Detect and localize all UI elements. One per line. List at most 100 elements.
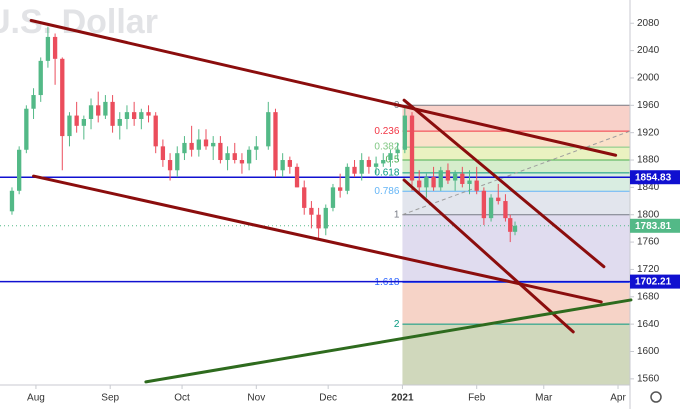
candle-body — [330, 187, 336, 208]
candle-body — [445, 170, 451, 181]
fib-level-label: 0.5 — [386, 155, 400, 166]
candle-body — [153, 115, 158, 147]
y-tick-label: 1680 — [637, 291, 660, 302]
candle-body — [31, 95, 36, 109]
candle-body — [402, 115, 407, 150]
candle-body — [316, 214, 321, 229]
y-tick-label: 1800 — [637, 209, 660, 220]
trend-line — [402, 178, 575, 334]
candle-body — [196, 139, 201, 150]
candle-body — [254, 146, 259, 150]
candle-body — [38, 60, 43, 96]
y-tick-label: 1640 — [637, 319, 660, 330]
price-line-label-box — [630, 170, 680, 185]
last-price-label-box — [630, 218, 680, 233]
fib-level-label: 0.382 — [374, 142, 399, 153]
candle-body — [103, 101, 108, 116]
x-tick-label: Apr — [610, 393, 626, 404]
candle-body — [388, 153, 393, 161]
x-tick-label: Sep — [101, 393, 119, 404]
fib-band — [402, 131, 630, 148]
candle-body — [67, 115, 72, 137]
candle-body — [225, 153, 230, 161]
candle-body — [52, 36, 58, 59]
candle-body — [182, 142, 187, 154]
candle-body — [323, 207, 328, 229]
price-line-label-box — [630, 274, 680, 289]
candle-body — [395, 149, 400, 154]
candle-body — [337, 187, 343, 191]
candle-body — [124, 112, 130, 119]
candle-body — [309, 207, 314, 215]
x-tick-label: Mar — [535, 393, 553, 404]
candle-body — [359, 160, 364, 174]
candle-body — [60, 58, 65, 137]
candle-body — [438, 170, 443, 188]
candle-body — [96, 105, 101, 116]
candle-body — [508, 218, 513, 232]
fib-level-label: 0.236 — [374, 126, 399, 137]
candle-body — [424, 177, 429, 188]
candle-body — [417, 180, 422, 188]
fib-band — [402, 172, 630, 192]
candle-body — [452, 173, 458, 181]
fib-band — [402, 324, 630, 385]
y-tick-label: 1560 — [637, 373, 660, 384]
price-line-label: 1702.21 — [635, 277, 672, 288]
y-tick-label: 1920 — [637, 127, 660, 138]
candle-body — [211, 142, 216, 147]
candle-body — [9, 190, 15, 212]
candle-body — [203, 139, 209, 147]
candle-body — [287, 160, 293, 167]
trend-line — [29, 19, 618, 157]
settings-icon[interactable] — [650, 391, 662, 403]
candle-body — [496, 197, 501, 202]
candle-body — [373, 163, 379, 167]
trend-line — [32, 174, 603, 304]
last-price-label: 1783.81 — [635, 221, 672, 232]
y-tick-label: 2040 — [637, 45, 660, 56]
y-tick-label: 1960 — [637, 100, 660, 111]
watermark: U.S. Dollar — [0, 3, 158, 41]
candle-body — [81, 118, 86, 126]
candle-body — [345, 166, 350, 191]
fib-band — [402, 282, 630, 325]
candle-body — [503, 201, 508, 219]
candle-body — [110, 101, 115, 126]
y-tick-label: 1720 — [637, 264, 660, 275]
candle-body — [381, 160, 386, 164]
candle-body — [409, 115, 415, 181]
trend-line — [402, 98, 606, 269]
candle-body — [24, 108, 29, 150]
y-tick-label: 1600 — [637, 346, 660, 357]
x-tick-label: 2021 — [391, 393, 414, 404]
fib-level-label: 2 — [394, 319, 400, 330]
y-tick-label: 2080 — [637, 18, 660, 29]
y-tick-label: 1760 — [637, 237, 660, 248]
candle-body — [431, 177, 436, 188]
candle-body — [273, 112, 278, 171]
fib-level-label: 1.618 — [374, 277, 399, 288]
x-tick-label: Nov — [247, 393, 265, 404]
fib-level-label: 1 — [394, 209, 400, 220]
fib-band — [402, 160, 630, 173]
candle-body — [45, 36, 51, 61]
candle-body — [481, 190, 487, 219]
x-tick-label: Oct — [174, 393, 190, 404]
candle-body — [294, 166, 300, 188]
x-tick-label: Feb — [468, 393, 486, 404]
candle-body — [232, 153, 237, 161]
y-tick-label: 2000 — [637, 73, 660, 84]
candle-body — [175, 153, 180, 171]
candle-body — [167, 160, 173, 171]
candle-body — [266, 112, 271, 147]
candle-body — [352, 166, 357, 174]
candle-body — [74, 115, 79, 126]
candle-body — [139, 112, 144, 119]
candle-body — [88, 105, 94, 119]
trend-line — [144, 298, 633, 384]
candle-body — [302, 187, 307, 208]
candle-body — [131, 112, 137, 119]
